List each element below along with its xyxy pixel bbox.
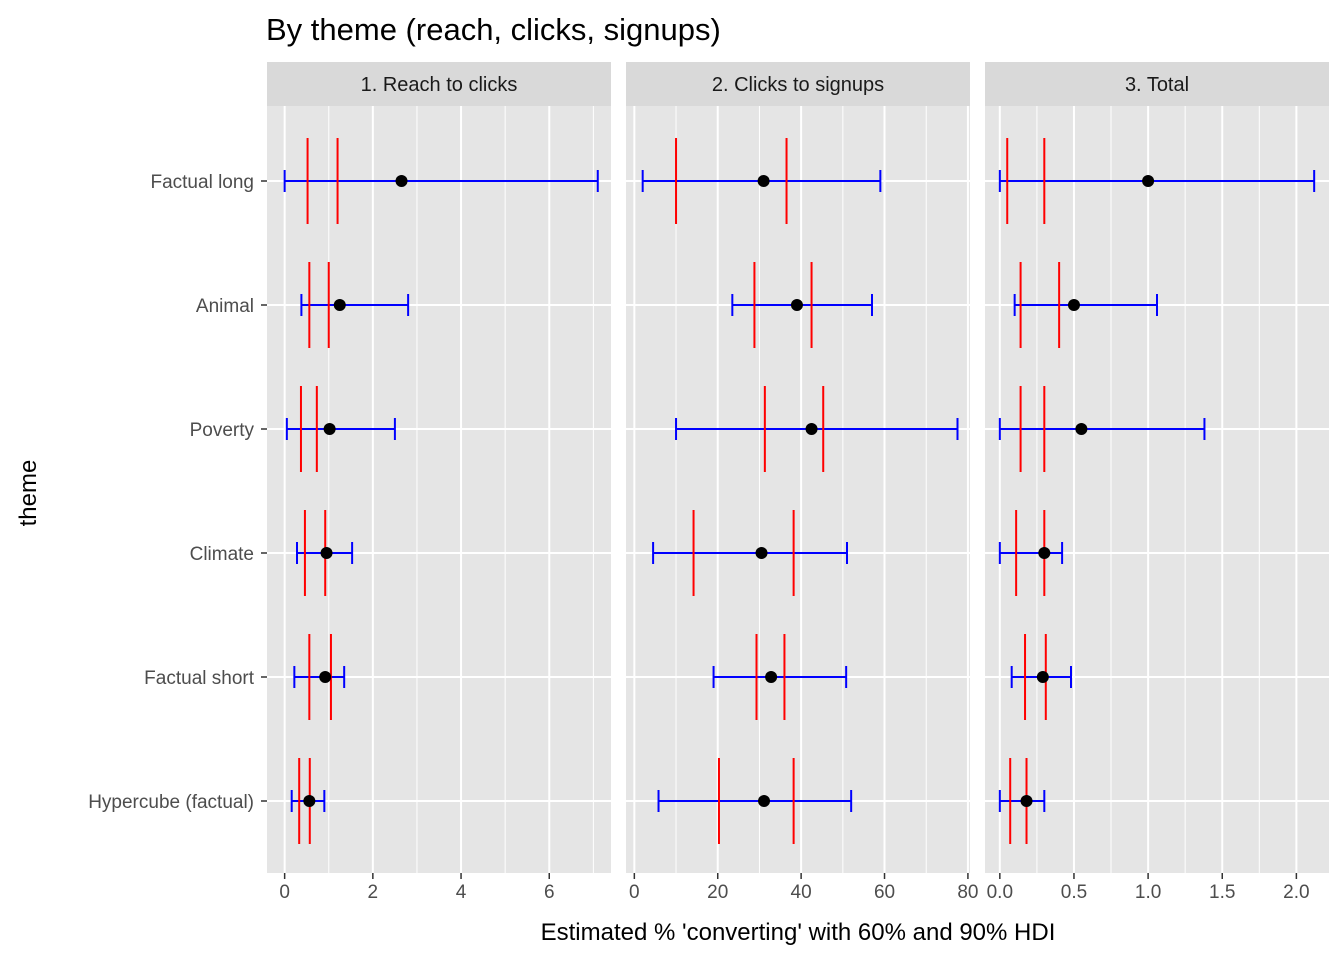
x-tick-label: 1.0 bbox=[1135, 882, 1161, 903]
facet-strip bbox=[267, 62, 611, 106]
estimate-point bbox=[805, 423, 818, 435]
panel-background bbox=[985, 106, 1329, 873]
x-tick-label: 2 bbox=[368, 882, 379, 903]
theme-interval-group bbox=[1010, 634, 1072, 720]
theme-interval-group bbox=[283, 138, 599, 224]
estimate-point bbox=[758, 795, 771, 807]
theme-interval-group bbox=[998, 386, 1206, 472]
y-tick-label: Poverty bbox=[190, 420, 255, 441]
facet-panel-1-reach-to-clicks: 1. Reach to clicks 0 2 4 6 bbox=[267, 62, 611, 903]
x-tick-label: 40 bbox=[791, 882, 812, 903]
y-tick-label: Animal bbox=[196, 296, 254, 317]
y-tick-label: Factual long bbox=[150, 172, 254, 193]
estimate-point bbox=[319, 671, 332, 683]
facet-panel-2-clicks-to-signups: 2. Clicks to signups 0 20 40 60 80 bbox=[626, 62, 978, 903]
x-tick-label: 4 bbox=[456, 882, 467, 903]
x-tick-label: 2.0 bbox=[1283, 882, 1309, 903]
facet-strip bbox=[626, 62, 970, 106]
theme-interval-group bbox=[652, 510, 848, 596]
x-tick-label: 1.5 bbox=[1209, 882, 1235, 903]
x-tick-label: 0 bbox=[629, 882, 640, 903]
estimate-point bbox=[1067, 299, 1080, 311]
estimate-point bbox=[303, 795, 316, 807]
x-tick-label: 20 bbox=[707, 882, 728, 903]
estimate-point bbox=[395, 175, 408, 187]
x-tick-label: 60 bbox=[874, 882, 895, 903]
theme-interval-group bbox=[998, 758, 1046, 844]
y-tick-label: Climate bbox=[190, 544, 254, 565]
facet-strip-label: 1. Reach to clicks bbox=[361, 74, 518, 96]
estimate-point bbox=[320, 547, 333, 559]
estimate-point bbox=[757, 175, 770, 187]
theme-interval-group bbox=[1013, 262, 1158, 348]
panel-background bbox=[267, 106, 611, 873]
estimate-point bbox=[755, 547, 768, 559]
facet-strip bbox=[985, 62, 1329, 106]
facet-strip-label: 3. Total bbox=[1125, 74, 1189, 96]
theme-interval-group bbox=[295, 510, 354, 596]
estimate-point bbox=[323, 423, 336, 435]
theme-interval-group bbox=[675, 386, 959, 472]
estimate-point bbox=[1036, 671, 1049, 683]
estimate-point bbox=[1075, 423, 1088, 435]
estimate-point bbox=[1038, 547, 1051, 559]
theme-interval-group bbox=[641, 138, 882, 224]
chart-title: By theme (reach, clicks, signups) bbox=[266, 12, 721, 47]
estimate-point bbox=[790, 299, 803, 311]
x-tick-label: 6 bbox=[544, 882, 555, 903]
theme-interval-group bbox=[712, 634, 848, 720]
theme-interval-group bbox=[998, 510, 1064, 596]
y-axis: Factual long Animal Poverty Climate Factual … bbox=[88, 172, 267, 813]
theme-interval-group bbox=[300, 262, 410, 348]
theme-interval-group bbox=[290, 758, 326, 844]
panel-background bbox=[626, 106, 970, 873]
estimate-point bbox=[765, 671, 778, 683]
x-tick-label: 0 bbox=[279, 882, 290, 903]
estimate-point bbox=[333, 299, 346, 311]
y-tick-label: Hypercube (factual) bbox=[88, 792, 254, 813]
facet-strip-label: 2. Clicks to signups bbox=[712, 74, 884, 96]
theme-interval-group bbox=[293, 634, 346, 720]
theme-interval-group bbox=[657, 758, 853, 844]
y-axis-title: theme bbox=[15, 460, 42, 527]
x-tick-label: 80 bbox=[957, 882, 978, 903]
estimate-point bbox=[1142, 175, 1155, 187]
y-tick-label: Factual short bbox=[144, 668, 255, 689]
theme-interval-group bbox=[285, 386, 396, 472]
x-tick-label: 0.5 bbox=[1061, 882, 1087, 903]
facet-panel-3-total: 3. Total 0.0 0.5 1.0 1.5 2.0 bbox=[985, 62, 1329, 903]
facet-panels: 1. Reach to clicks 0 2 4 6 2. Clicks to signu… bbox=[267, 62, 1329, 903]
x-tick-label: 0.0 bbox=[987, 882, 1013, 903]
theme-interval-group bbox=[731, 262, 874, 348]
theme-interval-group bbox=[998, 138, 1316, 224]
estimate-point bbox=[1020, 795, 1033, 807]
x-axis-title: Estimated % 'converting' with 60% and 90… bbox=[541, 919, 1056, 946]
